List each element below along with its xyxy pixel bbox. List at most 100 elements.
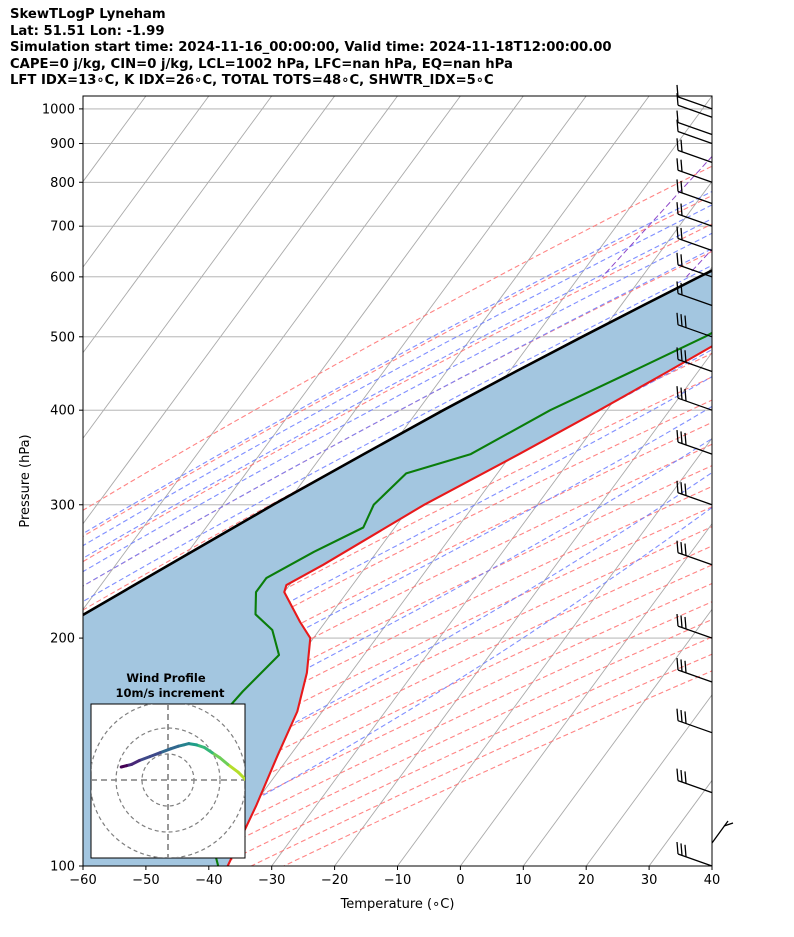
wind-barb-flag: [684, 315, 687, 328]
isotherm-line: [83, 96, 84, 97]
wind-barb-flag: [680, 282, 683, 295]
isotherm-line: [585, 694, 712, 866]
wind-barb: [676, 768, 713, 794]
wind-barb-flag: [676, 347, 679, 360]
hodograph-plot: [91, 704, 245, 858]
x-tick-label: −60: [69, 873, 96, 888]
isotherm-line: [334, 351, 712, 866]
wind-barb-staff: [677, 669, 713, 683]
x-tick-label: 0: [456, 873, 464, 888]
wind-barb-flag: [676, 202, 679, 215]
moist-adiabat-line: [83, 405, 712, 749]
wind-barb-staff: [677, 149, 713, 163]
wind-barb: [676, 179, 713, 205]
wind-barb-flag: [676, 226, 679, 239]
x-tick-label: −20: [321, 873, 348, 888]
wind-barb-flag: [680, 314, 683, 327]
x-tick-label: 10: [515, 873, 532, 888]
x-tick-label: −40: [195, 873, 222, 888]
hodograph-trace-segment: [236, 770, 245, 782]
wind-barb-flag: [684, 350, 687, 363]
wind-barb-flag: [676, 657, 679, 671]
moist-adiabat-line: [83, 190, 712, 535]
dry-adiabat-line: [83, 223, 712, 563]
wind-barb: [676, 386, 713, 411]
wind-barb-flag: [676, 281, 679, 294]
wind-barb-staff: [677, 780, 713, 794]
location-line: Lat: 51.51 Lon: -1.99: [10, 23, 165, 39]
wind-barb: [676, 430, 713, 455]
wind-barb-flag: [676, 386, 679, 399]
wind-barb-staff: [677, 441, 713, 455]
chart-header: SkewTLogP Lyneham Lat: 51.51 Lon: -1.99 …: [10, 7, 612, 90]
wind-barb-flag: [680, 769, 683, 783]
wind-barb: [676, 119, 713, 145]
isotherm-line: [83, 96, 398, 525]
dry-adiabat-line: [83, 465, 712, 780]
wind-barb-flag: [676, 138, 679, 151]
wind-barb: [676, 202, 713, 227]
wind-barb: [676, 84, 713, 110]
wind-barb-staff: [677, 358, 713, 373]
hodograph-subtitle: 10m/s increment: [116, 686, 225, 700]
wind-barb-flag: [676, 708, 679, 721]
wind-barb-staff: [711, 820, 729, 844]
wind-barb: [676, 540, 713, 566]
dry-adiabat-line: [83, 443, 712, 761]
wind-barb-flag: [684, 432, 687, 445]
indices-line: LFT IDX=13∘C, K IDX=26∘C, TOTAL TOTS=48∘…: [10, 73, 494, 89]
wind-barb-flag: [680, 387, 683, 400]
parcel-profile-line: [83, 269, 712, 617]
wind-barb: [676, 158, 713, 183]
wind-barb: [676, 480, 713, 506]
moist-adiabat-line: [83, 232, 712, 573]
wind-barb-staff: [677, 720, 713, 734]
wind-barb-staff: [677, 492, 713, 506]
wind-barb-flag: [684, 483, 687, 496]
wind-barb-flag: [680, 431, 683, 444]
wind-barb-staff: [677, 104, 713, 118]
wind-barb-flag: [676, 84, 679, 97]
hodograph-trace-segment: [119, 764, 128, 769]
wind-barb: [676, 312, 713, 338]
wind-barb-flag: [676, 480, 679, 493]
wind-barb-flag: [680, 254, 683, 267]
moist-adiabat-line: [133, 506, 712, 866]
wind-barb-staff: [677, 169, 713, 183]
hodograph-trace-segment: [210, 751, 222, 760]
wind-barb-flag: [684, 844, 687, 857]
wind-barb-flag: [684, 388, 687, 402]
hodograph-trace-segment: [148, 751, 162, 759]
hodograph-trace-segment: [226, 762, 240, 774]
wind-barb: [676, 226, 713, 252]
wind-barb: [676, 614, 713, 639]
wind-barb-staff: [677, 552, 713, 566]
isotherm-line: [397, 437, 712, 866]
wind-barb-flag: [676, 252, 679, 265]
wind-barb-staff: [677, 292, 713, 307]
dry-adiabat-line: [83, 376, 712, 700]
wind-barb-flag: [723, 822, 734, 827]
hodograph-trace-segment: [137, 755, 152, 762]
wind-barb-flag: [680, 659, 683, 672]
isotherm-line: [271, 266, 712, 866]
wind-barb: [676, 138, 713, 163]
wind-barb-staff: [677, 397, 713, 411]
wind-barb-flag: [680, 227, 683, 240]
wind-barb-flag: [680, 180, 683, 193]
wind-barb-flag: [676, 540, 679, 553]
wind-barb-staff: [677, 237, 713, 252]
time-line: Simulation start time: 2024-11-16_00:00:…: [10, 40, 612, 56]
isotherm-line: [83, 96, 210, 268]
wind-barb-flag: [680, 542, 683, 555]
hodograph-trace-segment: [218, 756, 230, 766]
dry-adiabat-line: [83, 165, 712, 511]
wind-barb: [676, 657, 713, 683]
wind-barb-staff: [677, 264, 713, 278]
y-tick-label: 1000: [42, 102, 75, 117]
wind-barb-flag: [676, 312, 679, 325]
wind-barb: [676, 281, 713, 307]
wind-barb-flag: [680, 710, 683, 723]
isotherm-line: [711, 865, 712, 866]
